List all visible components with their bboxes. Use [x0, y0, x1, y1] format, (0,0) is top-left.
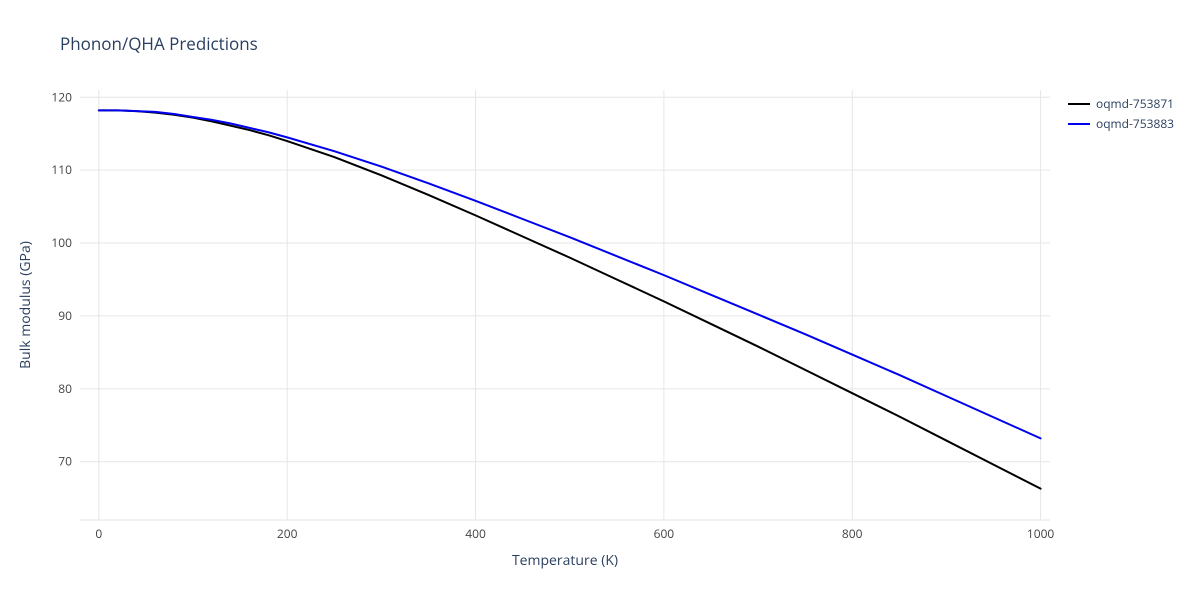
x-tick-label: 800 — [842, 525, 863, 542]
x-tick-label: 200 — [277, 525, 298, 542]
x-tick-label: 600 — [654, 525, 675, 542]
x-axis-title: Temperature (K) — [512, 551, 618, 570]
x-tick-label: 0 — [95, 525, 102, 542]
y-tick-label: 120 — [51, 88, 72, 105]
x-tick-labels: 0 200 400 600 800 1000 — [95, 525, 1054, 542]
y-axis-title: Bulk modulus (GPa) — [16, 241, 35, 369]
x-tick-label: 400 — [465, 525, 486, 542]
y-tick-label: 110 — [51, 161, 72, 178]
legend-item-1[interactable]: oqmd-753883 — [1068, 115, 1174, 132]
plot-area — [80, 90, 1050, 520]
chart-svg: 0 200 400 600 800 1000 70 80 90 100 110 120 Temper… — [0, 0, 1200, 600]
legend-item-0[interactable]: oqmd-753871 — [1068, 95, 1174, 112]
y-tick-label: 70 — [58, 453, 72, 470]
y-tick-label: 80 — [58, 380, 72, 397]
legend[interactable]: oqmd-753871 oqmd-753883 — [1068, 95, 1174, 132]
y-tick-label: 100 — [51, 234, 72, 251]
y-tick-label: 90 — [58, 307, 72, 324]
y-tick-labels: 70 80 90 100 110 120 — [51, 88, 72, 469]
chart-container: Phonon/QHA Predictions 02004006008001000… — [0, 0, 1200, 600]
legend-label-0: oqmd-753871 — [1096, 95, 1174, 112]
legend-label-1: oqmd-753883 — [1096, 115, 1174, 132]
x-tick-label: 1000 — [1027, 525, 1055, 542]
